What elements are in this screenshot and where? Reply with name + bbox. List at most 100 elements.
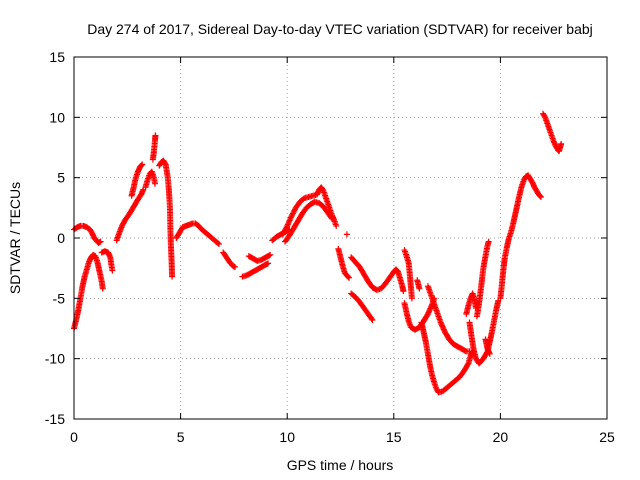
data-point — [266, 252, 273, 259]
series-z — [466, 297, 502, 367]
data-point — [416, 285, 423, 292]
data-point — [285, 220, 292, 227]
series-t — [401, 247, 415, 302]
data-point — [263, 260, 270, 267]
series-d — [113, 186, 147, 244]
data-point — [437, 319, 444, 326]
data-point — [328, 214, 335, 221]
data-point — [440, 326, 447, 333]
data-point — [425, 309, 432, 316]
series-a — [71, 251, 106, 332]
data-point — [541, 113, 548, 120]
series-g — [149, 132, 159, 163]
y-tick-label: 0 — [57, 230, 65, 246]
data-point — [333, 222, 340, 229]
data-point — [485, 238, 492, 245]
data-point — [426, 306, 433, 313]
data-point — [230, 263, 237, 270]
data-point — [439, 323, 446, 330]
data-point — [265, 260, 272, 267]
data-points — [71, 110, 565, 396]
x-tick-label: 0 — [70, 429, 78, 445]
data-point — [345, 273, 352, 280]
data-point — [328, 215, 335, 222]
data-point — [287, 216, 294, 223]
series-k — [239, 260, 272, 280]
data-point — [486, 350, 493, 357]
data-point — [438, 322, 445, 329]
x-axis-label: GPS time / hours — [287, 457, 394, 473]
data-point — [537, 193, 544, 200]
data-point — [169, 273, 176, 280]
series-ad — [540, 110, 565, 155]
data-point — [161, 160, 168, 167]
data-point — [214, 240, 221, 247]
chart-title: Day 274 of 2017, Sidereal Day-to-day VTE… — [87, 21, 593, 37]
data-point — [369, 317, 376, 324]
series-aa — [473, 238, 492, 320]
data-point — [462, 347, 469, 354]
series-l — [245, 251, 274, 264]
data-point — [424, 311, 431, 318]
data-point — [284, 222, 291, 229]
series-c — [98, 248, 116, 274]
data-point — [109, 267, 116, 274]
series-f — [142, 168, 159, 191]
x-tick-label: 15 — [386, 429, 402, 445]
series-x — [424, 283, 473, 355]
data-point — [287, 214, 294, 221]
plot-frame — [73, 56, 608, 420]
data-point — [267, 251, 274, 258]
data-point — [343, 231, 350, 238]
series-e — [128, 161, 146, 199]
data-point — [400, 288, 407, 295]
data-point — [319, 186, 326, 193]
data-point — [139, 161, 146, 168]
data-point — [231, 263, 238, 270]
data-point — [286, 217, 293, 224]
y-tick-label: -5 — [53, 290, 66, 306]
data-point — [215, 241, 222, 248]
series-q — [343, 231, 350, 238]
data-point — [558, 140, 565, 147]
data-point — [99, 285, 106, 292]
data-point — [97, 238, 104, 245]
series-j — [220, 249, 238, 270]
data-point — [286, 218, 293, 225]
y-axis-label: SDTVAR / TECUs — [7, 182, 23, 294]
data-point — [537, 193, 544, 200]
x-tick-label: 10 — [279, 429, 295, 445]
data-point — [152, 132, 159, 139]
data-point — [152, 180, 159, 187]
x-tick-label: 25 — [599, 429, 615, 445]
data-point — [368, 315, 375, 322]
series-o — [282, 198, 335, 245]
data-point — [438, 320, 445, 327]
grid-lines — [74, 57, 607, 419]
series-b — [71, 222, 104, 246]
axis-ticks: 0 5 10 15 20 25 -15 -10 -5 0 5 10 15 — [45, 49, 615, 445]
series-p — [335, 245, 353, 281]
data-point — [440, 324, 447, 331]
x-tick-label: 20 — [493, 429, 509, 445]
series-i — [173, 220, 222, 248]
y-tick-label: 15 — [49, 49, 65, 65]
series-ac — [497, 172, 544, 302]
data-point — [284, 221, 291, 228]
series-ab — [482, 336, 493, 357]
data-point — [138, 162, 145, 169]
series-s — [348, 290, 376, 324]
series-w — [418, 319, 476, 396]
x-tick-label: 5 — [177, 429, 185, 445]
data-point — [426, 308, 433, 315]
data-point — [408, 295, 415, 302]
data-point — [427, 305, 434, 312]
y-tick-label: 10 — [49, 109, 65, 125]
y-tick-label: -10 — [45, 351, 65, 367]
data-point — [464, 361, 471, 368]
y-tick-label: -15 — [45, 411, 65, 427]
series-h — [156, 157, 176, 280]
data-point — [96, 239, 103, 246]
data-point — [346, 274, 353, 281]
